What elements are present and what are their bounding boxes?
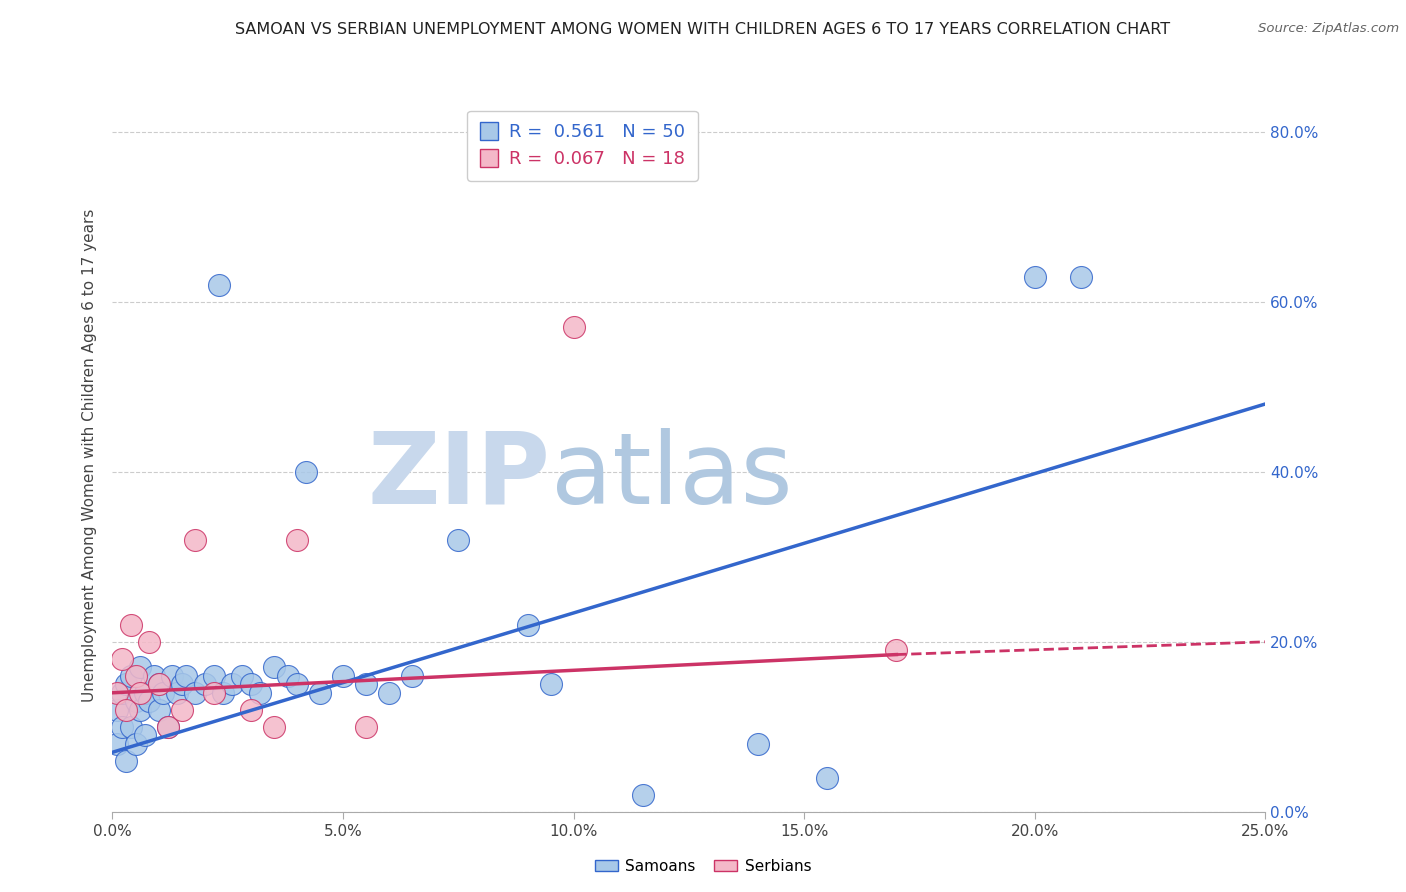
Point <box>184 686 207 700</box>
Point <box>202 686 225 700</box>
Point <box>354 677 377 691</box>
Point <box>143 669 166 683</box>
Point <box>221 677 243 691</box>
Text: Source: ZipAtlas.com: Source: ZipAtlas.com <box>1258 22 1399 36</box>
Point <box>562 320 585 334</box>
Point <box>115 677 138 691</box>
Point <box>152 686 174 700</box>
Point <box>138 694 160 708</box>
Text: atlas: atlas <box>551 428 792 524</box>
Point <box>115 754 138 768</box>
Point <box>111 720 134 734</box>
Point <box>162 669 184 683</box>
Point <box>170 703 193 717</box>
Point <box>231 669 253 683</box>
Legend: Samoans, Serbians: Samoans, Serbians <box>589 853 817 880</box>
Point <box>115 703 138 717</box>
Text: ZIP: ZIP <box>368 428 551 524</box>
Point <box>134 686 156 700</box>
Point <box>129 660 152 674</box>
Point <box>354 720 377 734</box>
Point <box>263 660 285 674</box>
Point <box>184 533 207 547</box>
Point <box>120 720 142 734</box>
Point <box>332 669 354 683</box>
Point <box>194 677 217 691</box>
Point <box>148 703 170 717</box>
Point <box>124 669 146 683</box>
Point <box>378 686 401 700</box>
Point <box>129 703 152 717</box>
Point <box>134 728 156 742</box>
Point <box>212 686 235 700</box>
Point <box>166 686 188 700</box>
Point <box>285 677 308 691</box>
Point <box>516 617 538 632</box>
Point <box>138 635 160 649</box>
Point <box>105 703 128 717</box>
Point <box>111 686 134 700</box>
Point <box>1024 269 1046 284</box>
Point <box>124 694 146 708</box>
Point <box>156 720 179 734</box>
Point <box>111 652 134 666</box>
Point <box>148 677 170 691</box>
Point <box>263 720 285 734</box>
Point <box>401 669 423 683</box>
Point <box>202 669 225 683</box>
Point <box>174 669 197 683</box>
Point <box>207 278 229 293</box>
Point <box>309 686 332 700</box>
Point <box>815 771 838 785</box>
Legend: R =  0.561   N = 50, R =  0.067   N = 18: R = 0.561 N = 50, R = 0.067 N = 18 <box>467 111 697 181</box>
Point <box>124 737 146 751</box>
Point <box>540 677 562 691</box>
Point <box>129 686 152 700</box>
Point <box>170 677 193 691</box>
Point <box>295 465 318 479</box>
Point <box>886 643 908 657</box>
Point <box>239 677 262 691</box>
Y-axis label: Unemployment Among Women with Children Ages 6 to 17 years: Unemployment Among Women with Children A… <box>82 208 97 702</box>
Text: SAMOAN VS SERBIAN UNEMPLOYMENT AMONG WOMEN WITH CHILDREN AGES 6 TO 17 YEARS CORR: SAMOAN VS SERBIAN UNEMPLOYMENT AMONG WOM… <box>235 22 1171 37</box>
Point <box>747 737 769 751</box>
Point <box>277 669 299 683</box>
Point <box>156 720 179 734</box>
Point <box>285 533 308 547</box>
Point <box>239 703 262 717</box>
Point <box>105 737 128 751</box>
Point <box>249 686 271 700</box>
Point <box>148 677 170 691</box>
Point <box>447 533 470 547</box>
Point <box>631 788 654 802</box>
Point <box>120 669 142 683</box>
Point <box>1070 269 1092 284</box>
Point <box>120 617 142 632</box>
Point <box>105 686 128 700</box>
